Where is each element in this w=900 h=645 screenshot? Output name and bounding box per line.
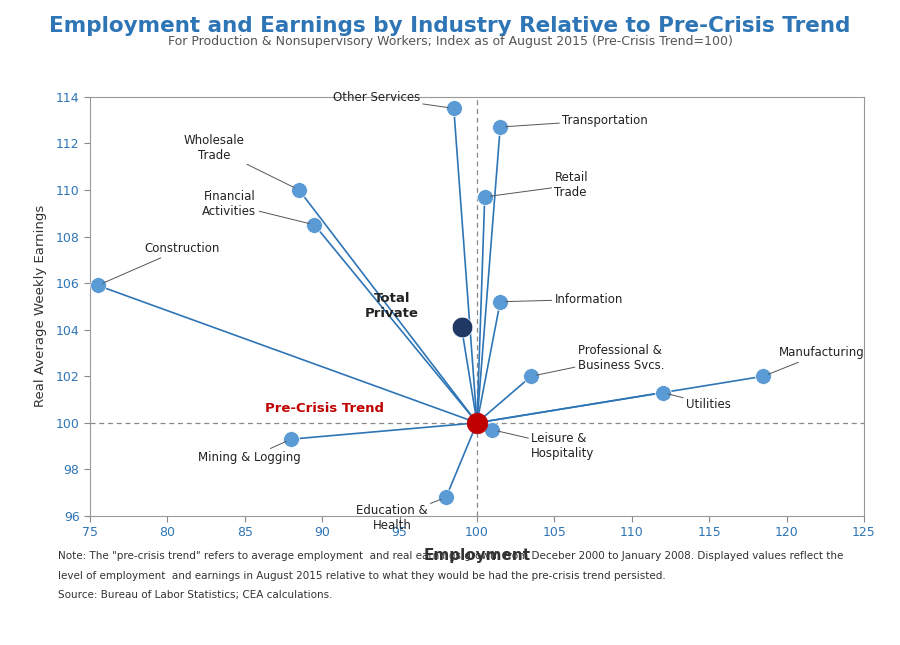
Text: Professional &
Business Svcs.: Professional & Business Svcs. xyxy=(536,344,664,375)
Point xyxy=(493,122,508,132)
Text: Pre-Crisis Trend: Pre-Crisis Trend xyxy=(266,402,384,415)
Text: For Production & Nonsupervisory Workers; Index as of August 2015 (Pre-Crisis Tre: For Production & Nonsupervisory Workers;… xyxy=(167,35,733,48)
Text: Source: Bureau of Labor Statistics; CEA calculations.: Source: Bureau of Labor Statistics; CEA … xyxy=(58,590,333,600)
Point xyxy=(493,297,508,307)
Text: Mining & Logging: Mining & Logging xyxy=(198,441,302,464)
Point xyxy=(91,280,105,290)
Text: Total
Private: Total Private xyxy=(364,292,418,321)
Point xyxy=(478,192,492,202)
Text: level of employment  and earnings in August 2015 relative to what they would be : level of employment and earnings in Augu… xyxy=(58,571,666,581)
Text: Utilities: Utilities xyxy=(668,394,731,411)
Text: Other Services: Other Services xyxy=(333,91,448,108)
Text: Wholesale
Trade: Wholesale Trade xyxy=(184,134,294,188)
Point xyxy=(439,492,454,502)
Text: Information: Information xyxy=(506,293,623,306)
Text: Construction: Construction xyxy=(103,242,220,283)
Y-axis label: Real Average Weekly Earnings: Real Average Weekly Earnings xyxy=(34,205,48,408)
Text: Note: The "pre-crisis trend" refers to average employment  and real earnings gro: Note: The "pre-crisis trend" refers to a… xyxy=(58,551,844,562)
Point xyxy=(446,103,461,114)
X-axis label: Employment: Employment xyxy=(423,548,531,562)
Text: Retail
Trade: Retail Trade xyxy=(491,172,588,199)
Text: Transportation: Transportation xyxy=(506,114,648,126)
Point xyxy=(284,434,299,444)
Point xyxy=(454,322,469,333)
Text: Leisure &
Hospitality: Leisure & Hospitality xyxy=(498,431,595,460)
Point xyxy=(524,371,538,381)
Point xyxy=(756,371,770,381)
Point xyxy=(292,184,306,195)
Point xyxy=(655,388,670,398)
Point xyxy=(485,424,500,435)
Text: Manufacturing: Manufacturing xyxy=(769,346,865,374)
Point xyxy=(307,220,321,230)
Text: Financial
Activities: Financial Activities xyxy=(202,190,309,224)
Point xyxy=(470,418,484,428)
Text: Employment and Earnings by Industry Relative to Pre-Crisis Trend: Employment and Earnings by Industry Rela… xyxy=(50,16,850,36)
Text: Education &
Health: Education & Health xyxy=(356,499,441,532)
